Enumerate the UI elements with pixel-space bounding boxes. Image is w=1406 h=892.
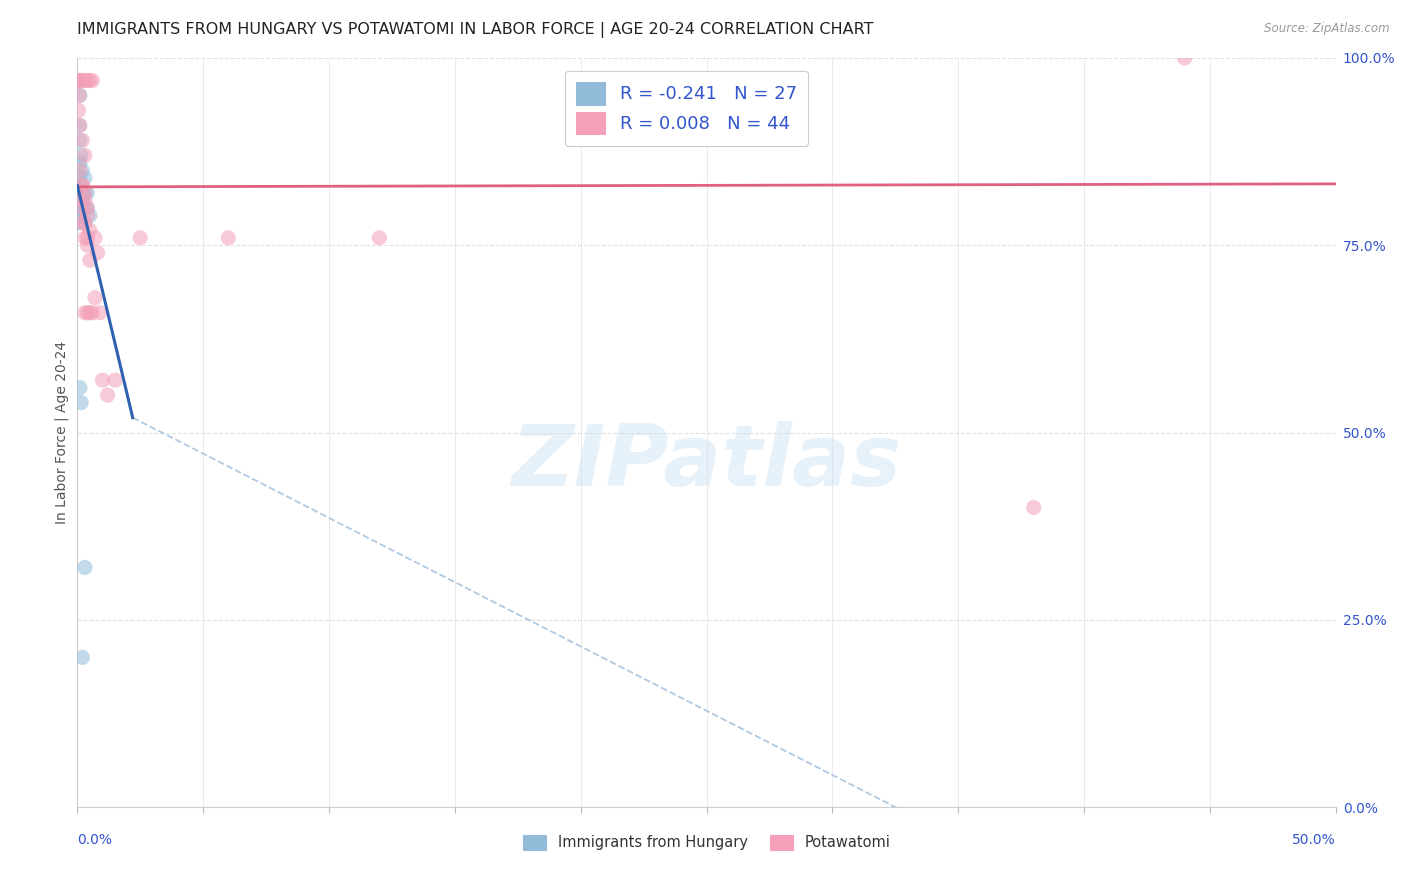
Point [79, 73, 101, 87]
Point [79, 306, 101, 320]
Point [70, 178, 93, 193]
Point [69, 73, 91, 87]
Point [368, 231, 391, 245]
Point [73, 73, 96, 87]
Point [89, 306, 111, 320]
Point [104, 373, 127, 387]
Text: ZIPatlas: ZIPatlas [512, 421, 901, 504]
Point [76, 73, 98, 87]
Point [76, 231, 98, 245]
Point [69, 133, 91, 147]
Point [67, 88, 90, 103]
Point [73, 186, 96, 200]
Point [73, 216, 96, 230]
Point [72, 73, 94, 87]
Point [69, 156, 91, 170]
Legend: Immigrants from Hungary, Potawatomi: Immigrants from Hungary, Potawatomi [517, 829, 896, 856]
Point [79, 208, 101, 222]
Point [72, 178, 94, 193]
Point [76, 208, 98, 222]
Point [69, 170, 91, 185]
Point [72, 163, 94, 178]
Point [67, 73, 90, 87]
Point [79, 253, 101, 268]
Point [67, 194, 90, 208]
Point [72, 186, 94, 200]
Point [72, 201, 94, 215]
Point [69, 163, 91, 178]
Point [91, 373, 114, 387]
Point [73, 216, 96, 230]
Point [79, 223, 101, 237]
Point [1174, 51, 1197, 65]
Point [76, 186, 98, 200]
Point [69, 381, 91, 395]
Point [1022, 500, 1045, 515]
Point [69, 88, 91, 103]
Y-axis label: In Labor Force | Age 20-24: In Labor Force | Age 20-24 [55, 341, 69, 524]
Point [86, 245, 108, 260]
Point [73, 170, 96, 185]
Text: Source: ZipAtlas.com: Source: ZipAtlas.com [1264, 22, 1389, 36]
Point [73, 560, 96, 574]
Point [73, 148, 96, 162]
Point [73, 194, 96, 208]
Point [76, 201, 98, 215]
Point [73, 306, 96, 320]
Point [67, 216, 90, 230]
Point [96, 388, 118, 402]
Point [76, 201, 98, 215]
Point [73, 186, 96, 200]
Point [82, 73, 104, 87]
Point [73, 231, 96, 245]
Point [84, 291, 107, 305]
Text: 50.0%: 50.0% [1292, 833, 1336, 847]
Point [73, 201, 96, 215]
Point [67, 73, 90, 87]
Text: IMMIGRANTS FROM HUNGARY VS POTAWATOMI IN LABOR FORCE | AGE 20-24 CORRELATION CHA: IMMIGRANTS FROM HUNGARY VS POTAWATOMI IN… [77, 22, 875, 38]
Point [67, 103, 90, 118]
Point [72, 133, 94, 147]
Point [72, 216, 94, 230]
Point [67, 119, 90, 133]
Point [82, 306, 104, 320]
Point [76, 238, 98, 252]
Point [217, 231, 239, 245]
Point [76, 306, 98, 320]
Point [72, 650, 94, 665]
Point [84, 231, 107, 245]
Point [67, 201, 90, 215]
Text: 0.0%: 0.0% [77, 833, 112, 847]
Point [69, 119, 91, 133]
Point [129, 231, 152, 245]
Point [72, 178, 94, 193]
Point [67, 208, 90, 222]
Point [72, 201, 94, 215]
Point [72, 194, 94, 208]
Point [69, 194, 91, 208]
Point [70, 395, 93, 409]
Point [70, 148, 93, 162]
